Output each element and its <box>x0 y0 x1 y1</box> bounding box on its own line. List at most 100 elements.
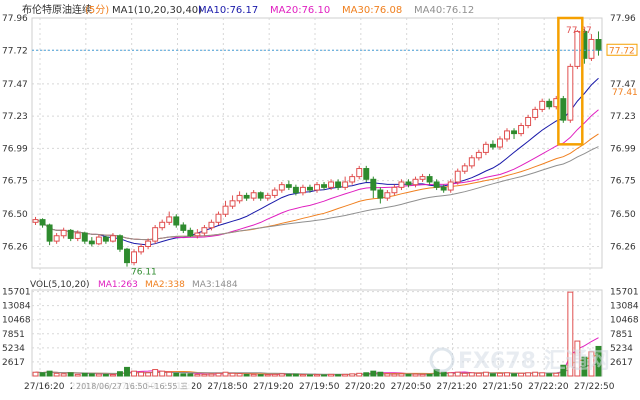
volume-bar <box>398 373 405 377</box>
low-price-label: 76.11 <box>131 268 157 278</box>
volume-bar <box>328 373 335 377</box>
volume-tick-label: 15701 <box>2 288 31 298</box>
volume-bar <box>539 372 546 377</box>
volume-bar <box>419 373 426 377</box>
volume-grid <box>32 18 602 376</box>
volume-bar <box>81 372 88 377</box>
candle-body <box>102 236 109 242</box>
volume-bar <box>271 373 278 377</box>
candle-body <box>567 65 574 121</box>
volume-bar <box>342 373 349 377</box>
candle-body <box>145 240 152 247</box>
candle-body <box>194 232 201 237</box>
price-tick-label: 77.47 <box>610 80 636 90</box>
volume-axis-left: 15701 13084 10468 7851 5234 2617 <box>2 288 31 368</box>
candle-body <box>243 194 250 199</box>
candle-body <box>475 151 482 159</box>
candle-body <box>278 184 285 191</box>
volume-bar <box>574 340 581 377</box>
candle-body <box>588 39 595 59</box>
volume-bar <box>166 371 173 377</box>
price-axis-left: 77.96 77.72 77.47 77.23 76.99 76.75 76.50 76.26 <box>2 14 28 252</box>
candle-body <box>532 108 539 118</box>
volume-bar <box>173 372 180 377</box>
volume-bar <box>497 372 503 377</box>
volume-tick-label: 10468 <box>610 316 639 326</box>
volume-axis-right: 15701 13084 10468 7851 5234 2617 <box>610 288 639 368</box>
candle-body <box>285 184 292 188</box>
candle-body <box>426 176 433 183</box>
volume-bar <box>426 373 433 377</box>
volume-bar <box>595 345 602 377</box>
candle-body <box>46 224 53 242</box>
period-label: (5分) <box>85 4 109 16</box>
volume-bar <box>109 374 116 377</box>
candle-body <box>489 143 496 148</box>
candle-body <box>124 248 130 264</box>
volume-bar <box>131 370 138 377</box>
volume-tick-label: 15701 <box>610 288 639 298</box>
candle-body <box>518 125 525 135</box>
candle-body <box>405 181 412 186</box>
price-grid <box>31 17 603 377</box>
candle-body <box>314 184 320 191</box>
candle-body <box>173 216 180 226</box>
candle-body <box>131 251 138 264</box>
candle-body <box>546 100 553 108</box>
volume-bar <box>67 372 74 377</box>
time-tick-label: 27/20:20 <box>345 382 386 392</box>
candle-body <box>271 189 278 196</box>
candle-body <box>356 168 363 178</box>
candle-body <box>257 192 264 199</box>
price-tick-label: 77.47 <box>2 80 28 90</box>
candle-body <box>250 192 257 199</box>
volume-bar <box>518 372 525 377</box>
time-tick-label: 27/21:50 <box>482 382 523 392</box>
volume-bar <box>53 372 60 377</box>
candle-body <box>511 130 517 135</box>
volume-bar <box>278 373 285 377</box>
volume-tick-label: 7851 <box>610 330 633 340</box>
price-tick-label: 76.50 <box>2 210 28 220</box>
volume-tick-label: 5234 <box>610 344 633 354</box>
volume-bar <box>187 373 194 377</box>
time-tick-label: 27/19:50 <box>299 382 340 392</box>
volume-bar <box>250 373 257 377</box>
price-tick-label: 77.72 <box>2 46 28 56</box>
watermark-globe-icon <box>429 347 455 373</box>
price-tick-label: 76.99 <box>610 144 636 154</box>
candle-body <box>32 219 39 223</box>
volume-bar <box>560 364 567 377</box>
time-tick-label: 27/21:20 <box>437 382 478 392</box>
crosshair-time-text: 2018/06/27 16:50~16:55 三 <box>76 382 188 391</box>
candle-body <box>412 178 419 186</box>
volume-tick-label: 13084 <box>2 302 31 312</box>
volume-bar <box>504 372 510 377</box>
volume-bar <box>567 291 574 377</box>
price-tick-label: 76.75 <box>610 177 636 187</box>
volume-bar <box>511 373 517 377</box>
candle-body <box>433 181 440 188</box>
volume-bar <box>377 371 384 377</box>
candle-body <box>539 100 546 110</box>
volume-bars <box>32 291 602 377</box>
candle-body <box>229 200 236 207</box>
volume-bar <box>236 373 243 377</box>
candle-body <box>60 229 67 237</box>
volume-bar <box>532 371 539 377</box>
time-tick-label: 27/16:20 <box>24 382 65 392</box>
volume-tick-label: 10468 <box>2 316 31 326</box>
price-frame <box>31 17 603 269</box>
volume-bar <box>314 374 320 377</box>
candle-body <box>95 236 102 245</box>
volume-bar <box>117 371 123 377</box>
candle-body <box>482 143 489 153</box>
price-tick-label: 77.96 <box>2 14 28 24</box>
candle-body <box>152 227 159 242</box>
volume-bar <box>292 373 299 377</box>
candle-body <box>166 216 173 223</box>
candle-body <box>497 138 503 148</box>
time-tick-label: 27/19:20 <box>253 382 294 392</box>
candle-body <box>74 232 81 239</box>
